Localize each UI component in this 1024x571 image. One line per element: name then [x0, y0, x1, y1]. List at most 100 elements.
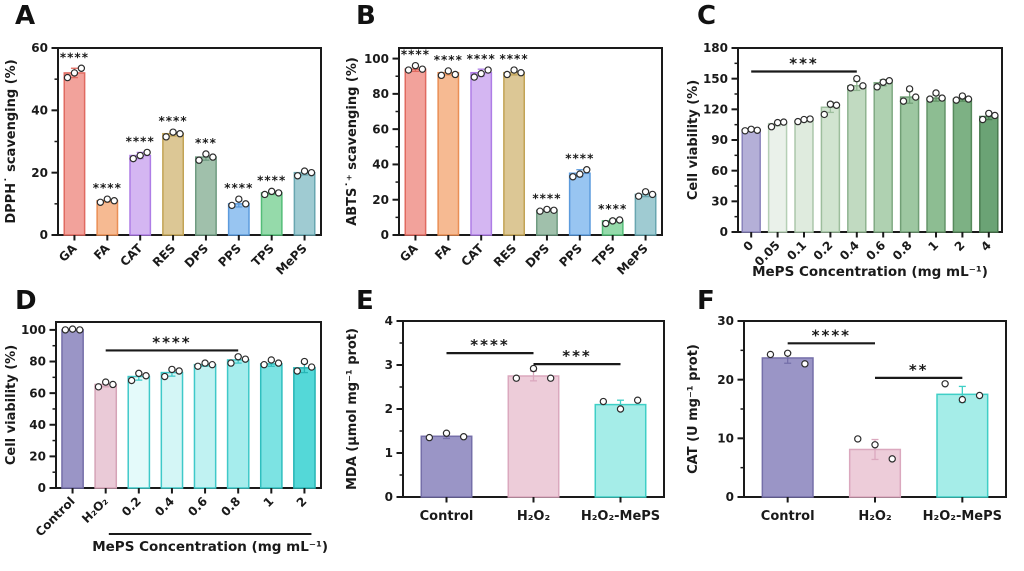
svg-text:4: 4	[385, 314, 393, 328]
svg-text:****: ****	[224, 181, 253, 195]
svg-text:1: 1	[261, 494, 277, 510]
svg-text:MePS: MePS	[273, 241, 309, 277]
svg-text:****: ****	[152, 333, 191, 351]
svg-text:****: ****	[159, 114, 188, 128]
svg-text:Cell viability (%): Cell viability (%)	[4, 345, 19, 465]
svg-text:****: ****	[257, 173, 286, 187]
svg-text:60: 60	[711, 164, 728, 178]
svg-text:120: 120	[703, 103, 728, 117]
panel-A: A 0 20 40 60 DPPH˙ scavenging (%) **** **** ***…	[0, 0, 341, 285]
svg-text:RES: RES	[150, 241, 178, 269]
panel-label-D: D	[15, 286, 37, 316]
svg-text:60: 60	[372, 122, 389, 136]
svg-text:****: ****	[93, 181, 122, 195]
svg-text:PPS: PPS	[215, 241, 243, 269]
svg-text:0.2: 0.2	[811, 238, 836, 263]
svg-text:3: 3	[385, 358, 393, 372]
svg-text:80: 80	[372, 87, 389, 101]
svg-text:GA: GA	[397, 241, 421, 265]
panel-B: B 0 20 40 60 80 100 ABTS˙⁺ scavenging (%) **** *…	[341, 0, 682, 285]
svg-text:0: 0	[40, 228, 48, 242]
panel-label-A: A	[15, 1, 36, 31]
svg-text:***: ***	[195, 136, 217, 150]
svg-text:0: 0	[381, 228, 389, 242]
svg-text:100: 100	[364, 52, 389, 66]
panel-label-F: F	[697, 286, 715, 316]
svg-text:FA: FA	[432, 241, 454, 263]
panel-E: E 0 1 2 3 4 MDA (μmol mg⁻¹ prot) **** *** Contro…	[341, 285, 682, 571]
svg-text:90: 90	[711, 133, 728, 147]
svg-text:TPS: TPS	[249, 241, 277, 269]
svg-text:MePS: MePS	[614, 241, 650, 277]
svg-text:40: 40	[372, 158, 389, 172]
svg-text:MDA (μmol mg⁻¹ prot): MDA (μmol mg⁻¹ prot)	[345, 328, 360, 490]
svg-text:****: ****	[467, 52, 496, 66]
svg-text:2: 2	[952, 238, 968, 254]
svg-text:H₂O₂-MePS: H₂O₂-MePS	[581, 509, 660, 524]
svg-text:40: 40	[29, 418, 46, 432]
panel-label-B: B	[356, 1, 376, 31]
svg-text:CAT: CAT	[458, 241, 486, 269]
svg-text:MePS Concentration (mg mL⁻¹): MePS Concentration (mg mL⁻¹)	[752, 264, 988, 280]
svg-text:DPPH˙ scavenging (%): DPPH˙ scavenging (%)	[4, 59, 19, 223]
svg-text:H₂O₂: H₂O₂	[79, 494, 111, 526]
svg-text:****: ****	[500, 52, 529, 66]
svg-text:Control: Control	[33, 494, 78, 539]
svg-text:0.8: 0.8	[218, 494, 243, 519]
svg-text:30: 30	[717, 314, 734, 328]
svg-text:100: 100	[21, 323, 46, 337]
svg-text:20: 20	[372, 193, 389, 207]
svg-text:FA: FA	[91, 241, 113, 263]
svg-text:PPS: PPS	[556, 241, 584, 269]
svg-text:2: 2	[385, 402, 393, 416]
svg-text:Control: Control	[761, 509, 815, 524]
svg-text:RES: RES	[491, 241, 519, 269]
svg-text:2: 2	[294, 494, 310, 510]
svg-text:H₂O₂: H₂O₂	[517, 509, 550, 524]
svg-text:0.8: 0.8	[890, 238, 915, 263]
svg-text:****: ****	[598, 202, 627, 216]
svg-text:0.6: 0.6	[863, 238, 888, 263]
svg-text:0: 0	[720, 225, 728, 239]
panel-F: F 0 10 20 30 CAT (U mg⁻¹ prot) **** ** Control H…	[682, 285, 1024, 571]
svg-text:****: ****	[812, 326, 851, 344]
svg-text:***: ***	[562, 347, 592, 365]
svg-text:0.1: 0.1	[784, 238, 809, 263]
svg-text:Control: Control	[420, 509, 474, 524]
svg-text:****: ****	[401, 48, 430, 62]
svg-text:0.6: 0.6	[185, 494, 210, 519]
panel-label-C: C	[697, 1, 717, 31]
panel-label-E: E	[356, 286, 374, 316]
svg-text:DPS: DPS	[523, 241, 552, 270]
svg-text:MePS Concentration (mg mL⁻¹): MePS Concentration (mg mL⁻¹)	[92, 539, 328, 555]
svg-text:GA: GA	[56, 241, 80, 265]
svg-text:0: 0	[38, 481, 46, 495]
svg-text:40: 40	[31, 104, 48, 118]
svg-text:60: 60	[31, 41, 48, 55]
svg-text:****: ****	[434, 53, 463, 67]
svg-text:150: 150	[703, 72, 728, 86]
svg-text:80: 80	[29, 355, 46, 369]
svg-text:20: 20	[717, 373, 734, 387]
svg-text:****: ****	[532, 191, 561, 205]
svg-text:****: ****	[126, 134, 155, 148]
svg-text:Cell viability (%): Cell viability (%)	[686, 80, 701, 200]
svg-text:CAT: CAT	[117, 241, 145, 269]
svg-text:H₂O₂: H₂O₂	[858, 509, 891, 524]
svg-text:H₂O₂-MePS: H₂O₂-MePS	[923, 509, 1002, 524]
panel-D: D 0 20 40 60 80 100 Cell viability (%) **** Cont…	[0, 285, 341, 571]
svg-text:30: 30	[711, 195, 728, 209]
svg-text:60: 60	[29, 386, 46, 400]
svg-text:0: 0	[741, 238, 757, 254]
svg-text:DPS: DPS	[182, 241, 211, 270]
svg-text:ABTS˙⁺ scavenging (%): ABTS˙⁺ scavenging (%)	[345, 57, 360, 226]
svg-text:****: ****	[60, 50, 89, 64]
svg-text:4: 4	[978, 238, 994, 254]
abts-scavenging-bar-chart: 0 20 40 60 80 100 ABTS˙⁺ scavenging (%) **** ***…	[345, 47, 663, 278]
svg-text:10: 10	[717, 432, 734, 446]
